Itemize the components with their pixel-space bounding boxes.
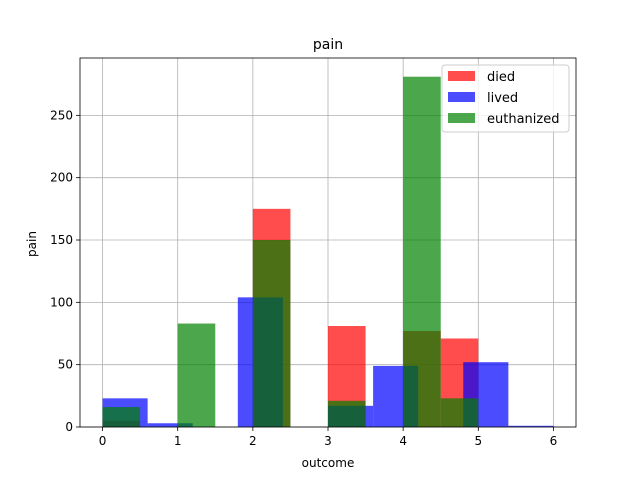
y-axis-label: pain xyxy=(25,231,39,257)
bar-lived xyxy=(508,425,554,427)
bar-euthanized xyxy=(177,323,216,427)
legend: died lived euthanized xyxy=(441,64,570,133)
chart-title: pain xyxy=(313,37,343,53)
x-tick-label: 4 xyxy=(399,434,407,448)
y-tick-label: 0 xyxy=(65,420,73,434)
legend-swatch-died xyxy=(448,71,475,81)
legend-swatch-euthanized xyxy=(448,113,475,123)
x-axis-label: outcome xyxy=(302,456,355,470)
x-tick-label: 5 xyxy=(474,434,482,448)
bar-euthanized xyxy=(440,398,479,427)
bar-euthanized xyxy=(403,76,441,427)
legend-label-euthanized: euthanized xyxy=(487,112,559,127)
y-axis: 0 50 100 150 200 250 xyxy=(50,108,80,434)
y-tick-label: 250 xyxy=(50,108,73,122)
x-tick-label: 1 xyxy=(174,434,182,448)
y-tick-label: 200 xyxy=(50,171,73,185)
bar-euthanized xyxy=(102,407,141,427)
bar-lived xyxy=(147,423,193,427)
y-tick-label: 150 xyxy=(50,233,73,247)
bars xyxy=(102,76,554,427)
y-tick-label: 50 xyxy=(58,358,73,372)
bar-euthanized xyxy=(252,240,291,427)
x-axis: 0 1 2 3 4 5 6 xyxy=(99,427,558,448)
legend-label-died: died xyxy=(487,70,515,85)
y-tick-label: 100 xyxy=(50,295,73,309)
x-tick-label: 0 xyxy=(99,434,107,448)
x-tick-label: 3 xyxy=(324,434,332,448)
x-tick-label: 2 xyxy=(249,434,257,448)
legend-label-lived: lived xyxy=(487,91,518,106)
x-tick-label: 6 xyxy=(550,434,558,448)
legend-swatch-lived xyxy=(448,92,475,102)
bar-euthanized xyxy=(328,400,366,427)
